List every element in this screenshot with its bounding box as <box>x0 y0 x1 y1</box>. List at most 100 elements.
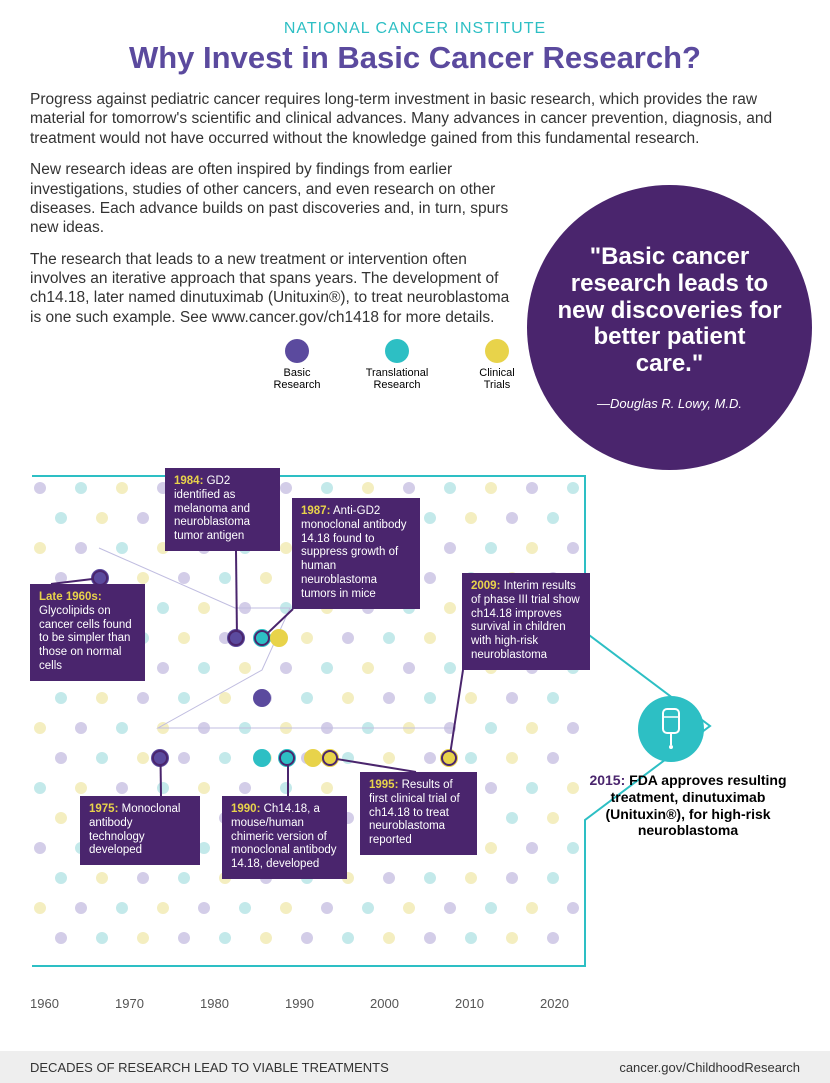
grid-dot <box>157 782 169 794</box>
callout-year: Late 1960s: <box>39 591 102 603</box>
grid-dot <box>137 752 149 764</box>
callout-tail-dot <box>152 750 168 766</box>
grid-dot <box>280 482 292 494</box>
grid-dot <box>34 782 46 794</box>
grid-dot <box>55 932 67 944</box>
callout-text: Anti-GD2 monoclonal antibody 14.18 found… <box>301 505 407 600</box>
callout-year: 2009: <box>471 580 500 592</box>
grid-dot <box>178 692 190 704</box>
grid-dot <box>280 782 292 794</box>
grid-dot <box>403 722 415 734</box>
grid-dot <box>260 572 272 584</box>
grid-dot <box>239 662 251 674</box>
grid-dot <box>280 902 292 914</box>
grid-dot <box>465 872 477 884</box>
callout-1984: 1984: GD2 identified as melanoma and neu… <box>165 468 280 551</box>
grid-dot <box>178 932 190 944</box>
grid-dot <box>34 902 46 914</box>
grid-dot <box>526 842 538 854</box>
intro-p1: Progress against pediatric cancer requir… <box>30 90 800 148</box>
grid-dot <box>239 722 251 734</box>
callout-2009: 2009: Interim results of phase III trial… <box>462 573 590 670</box>
callout-text: Interim results of phase III trial show … <box>471 580 580 661</box>
grid-dot <box>424 752 436 764</box>
grid-dot <box>547 512 559 524</box>
x-tick: 2000 <box>370 996 455 1011</box>
grid-dot <box>321 722 333 734</box>
grid-dot <box>485 842 497 854</box>
grid-dot <box>567 722 579 734</box>
x-tick: 1990 <box>285 996 370 1011</box>
quote-circle: "Basic cancer research leads to new disc… <box>527 185 812 470</box>
callout-year: 1990: <box>231 803 260 815</box>
grid-dot <box>219 572 231 584</box>
legend-clinical: Clinical Trials <box>465 339 529 391</box>
grid-dot <box>75 722 87 734</box>
grid-dot <box>444 662 456 674</box>
grid-dot <box>75 902 87 914</box>
x-tick: 1970 <box>115 996 200 1011</box>
grid-dot <box>116 722 128 734</box>
callout-tail-dot <box>254 630 270 646</box>
grid-dot <box>137 872 149 884</box>
legend-translational: Translational Research <box>365 339 429 391</box>
iv-bag-icon <box>638 696 704 762</box>
grid-dot <box>424 572 436 584</box>
grid-dot <box>547 812 559 824</box>
milestone-dot <box>270 629 288 647</box>
grid-dot <box>403 902 415 914</box>
grid-dot <box>178 752 190 764</box>
grid-dot <box>362 662 374 674</box>
grid-dot <box>383 872 395 884</box>
grid-dot <box>485 482 497 494</box>
grid-dot <box>485 782 497 794</box>
final-year: 2015: <box>589 772 625 788</box>
milestone-dot <box>304 749 322 767</box>
grid-dot <box>403 662 415 674</box>
grid-dot <box>137 512 149 524</box>
grid-dot <box>567 482 579 494</box>
x-tick: 2010 <box>455 996 540 1011</box>
grid-dot <box>96 692 108 704</box>
grid-dot <box>219 692 231 704</box>
grid-dot <box>362 722 374 734</box>
grid-dot <box>342 692 354 704</box>
grid-dot <box>362 902 374 914</box>
grid-dot <box>178 872 190 884</box>
legend-dot-basic <box>285 339 309 363</box>
grid-dot <box>485 722 497 734</box>
grid-dot <box>506 932 518 944</box>
callout-year: 1975: <box>89 803 118 815</box>
grid-dot <box>444 482 456 494</box>
grid-dot <box>239 602 251 614</box>
grid-dot <box>116 542 128 554</box>
grid-dot <box>321 902 333 914</box>
grid-dot <box>75 482 87 494</box>
grid-dot <box>342 632 354 644</box>
footer-left: DECADES OF RESEARCH LEAD TO VIABLE TREAT… <box>30 1060 389 1075</box>
intro-p3: The research that leads to a new treatme… <box>30 250 520 328</box>
grid-dot <box>342 932 354 944</box>
grid-dot <box>526 722 538 734</box>
grid-dot <box>321 662 333 674</box>
grid-dot <box>301 632 313 644</box>
grid-dot <box>465 752 477 764</box>
grid-dot <box>506 512 518 524</box>
grid-dot <box>506 692 518 704</box>
x-tick: 2020 <box>540 996 625 1011</box>
grid-dot <box>96 752 108 764</box>
grid-dot <box>219 752 231 764</box>
callout-text: Glycolipids on cancer cells found to be … <box>39 605 132 672</box>
quote-attrib: —Douglas R. Lowy, M.D. <box>597 396 742 411</box>
callout-tail-dot <box>279 750 295 766</box>
callout-1995: 1995: Results of first clinical trial of… <box>360 772 477 855</box>
grid-dot <box>526 782 538 794</box>
grid-dot <box>34 482 46 494</box>
grid-dot <box>383 752 395 764</box>
milestone-dot <box>253 749 271 767</box>
grid-dot <box>444 602 456 614</box>
legend-dot-translational <box>385 339 409 363</box>
grid-dot <box>526 482 538 494</box>
callout-year: 1987: <box>301 505 330 517</box>
grid-dot <box>34 542 46 554</box>
